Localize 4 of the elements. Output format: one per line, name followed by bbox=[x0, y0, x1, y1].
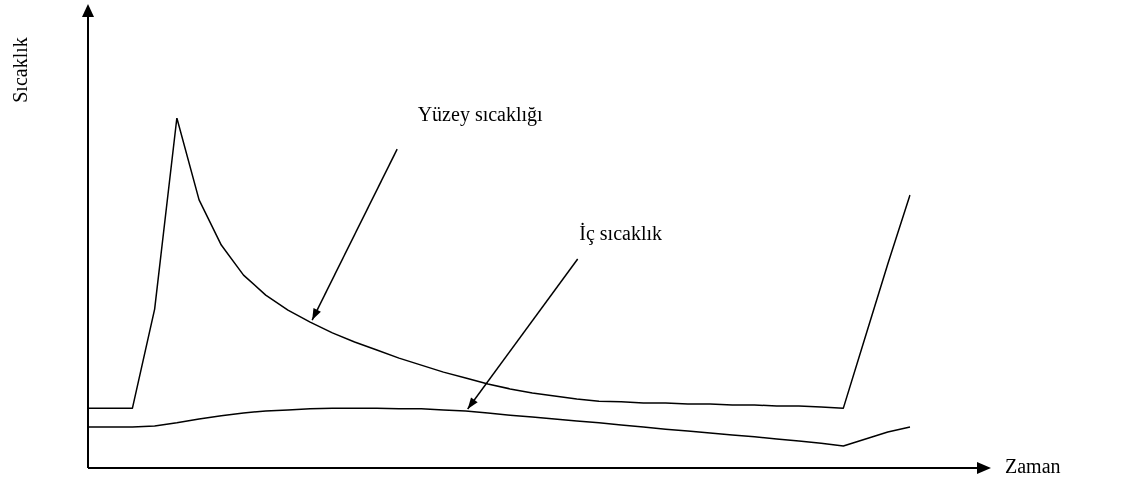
annotation: Yüzey sıcaklığı bbox=[417, 103, 544, 127]
y-axis-title: Sıcaklık bbox=[9, 37, 32, 103]
annotation: İç sıcaklık bbox=[579, 222, 663, 246]
x-axis-title: Zaman bbox=[1005, 455, 1061, 478]
